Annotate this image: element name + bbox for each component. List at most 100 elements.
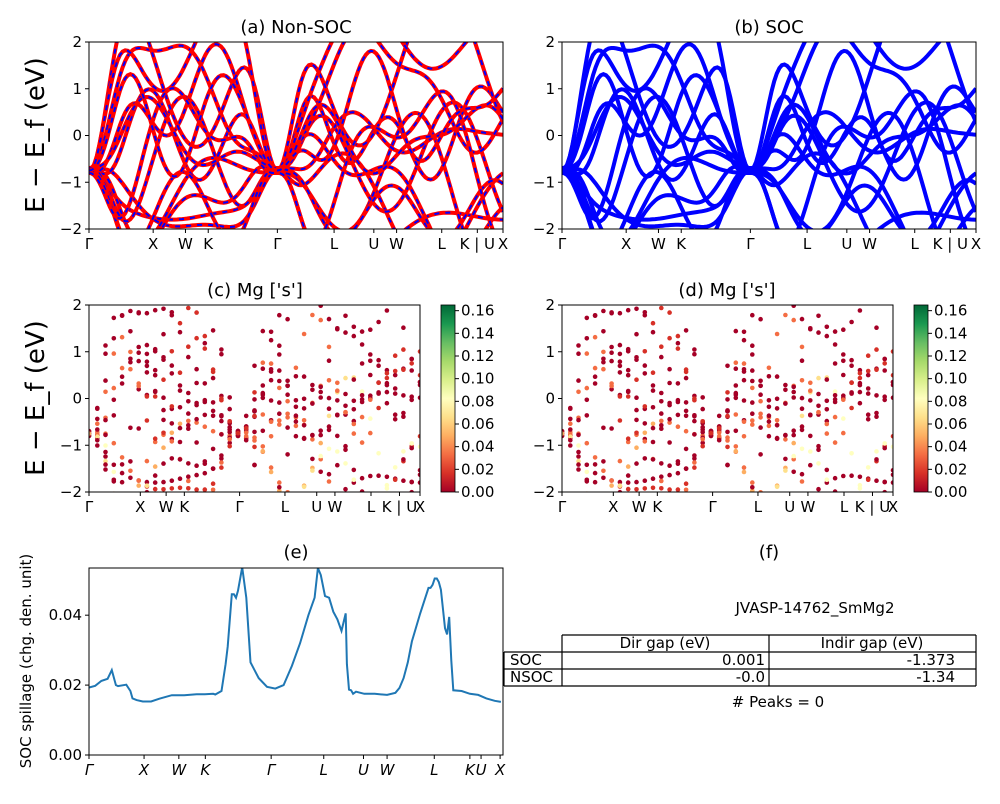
band-dot [417,480,420,485]
band-dot [169,430,175,436]
band-dot [667,335,672,341]
band-dot [650,383,656,388]
band-dot [161,395,166,401]
band-dot [667,400,672,406]
band-dot [816,375,821,381]
band-dot [417,380,420,385]
band-dot [409,397,415,403]
band-dot [260,395,266,401]
band-dot [178,287,183,292]
band-dot [351,324,357,330]
band-dot [609,383,614,389]
band-dot [824,477,830,483]
band-dot [841,416,846,421]
band-dot [318,453,324,459]
band-dot [857,375,863,381]
band-dot [186,267,191,272]
band-dot [634,417,639,423]
band-dot [128,475,133,481]
band-dot [401,528,406,533]
band-dot [203,265,208,270]
band-dot [799,316,805,322]
band-dot [144,310,150,316]
band-dot [799,427,805,433]
band-dot [857,389,863,395]
cell-soc-indir: -1.373 [907,651,955,669]
band-dot [874,410,879,416]
x-tick-label: L [438,235,447,253]
band-dot [741,465,747,470]
band-dot [650,320,656,326]
band-dot [417,472,420,478]
band-dot [194,496,199,501]
band-dot [392,412,398,418]
band-dot [832,440,838,445]
band-dot [401,325,406,331]
band-dot [268,465,274,470]
band-dot [144,483,150,489]
band-dot [252,413,257,419]
band-dot [774,435,780,441]
band-dot [202,470,208,476]
band-dot [359,389,365,394]
band-dot [210,487,216,492]
gap-table: Dir gap (eV) Indir gap (eV) SOC 0.001 -1… [503,634,977,687]
band-dot [310,468,315,473]
band-dot [692,465,697,470]
band-dot [634,407,639,413]
band-dot [302,530,307,535]
band-dot [392,353,398,359]
band-dot [816,403,821,409]
band-dot [343,330,348,335]
band-dot [767,496,772,501]
band-dot [128,425,133,431]
band-dot [128,329,133,334]
band-dot [617,351,623,357]
band-dot [592,462,598,467]
band-dot [825,268,830,273]
band-dot [285,452,290,457]
band-dot [592,381,598,386]
band-dot [409,526,414,531]
band-dot [186,474,191,480]
band-dot [593,509,598,514]
band-dot [194,440,199,445]
band-dot [716,413,722,419]
band-dot [808,433,813,439]
band-dot [103,449,108,455]
band-dot [758,452,763,457]
band-dot [568,438,573,443]
band-line-dashed [89,95,503,175]
band-dot [417,373,420,378]
band-dot [741,434,747,439]
band-dot [194,400,199,406]
band-dot [169,486,175,491]
band-dot [808,299,813,304]
band-dot [169,404,175,409]
band-dot [659,461,664,466]
band-dot [733,383,739,388]
band-dot [343,409,348,415]
band-dot [865,353,871,359]
band-dot [576,351,581,357]
band-dot [243,434,249,439]
band-dot [766,413,772,419]
band-dot [865,391,871,396]
band-dot [601,329,606,334]
panel-c: (c) Mg ['s'] E − E_f (eV) 210−1−2Γ X W K Γ L U… [21,265,494,535]
band-dot [318,384,324,390]
band-dot [741,469,747,475]
band-dot [593,494,598,499]
band-dot [202,487,208,492]
x-tick-label: W [632,498,647,516]
band-dot [144,370,150,375]
band-line-dashed [89,43,503,181]
band-dot [293,423,299,429]
band-dot [194,420,199,425]
band-dot [841,358,846,364]
band-dot [683,481,689,487]
band-dot [634,461,639,466]
band-dot [642,486,648,491]
band-dot [103,343,108,348]
band-dot [659,354,664,360]
